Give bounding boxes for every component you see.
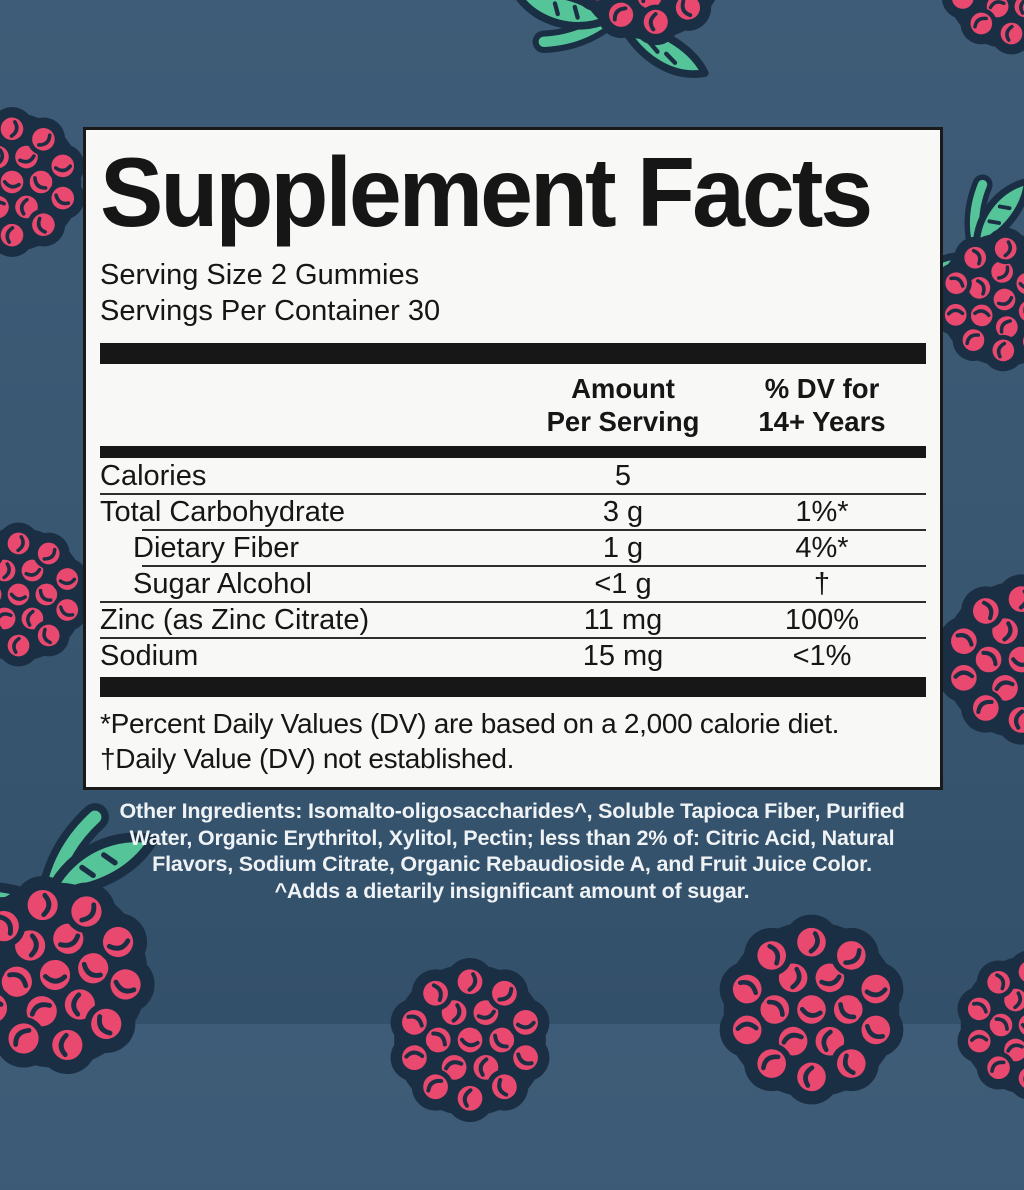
nutrient-name: Calories <box>100 459 207 492</box>
table-row-zinc: Zinc (as Zinc Citrate) 11 mg 100% <box>100 602 926 639</box>
raspberry-icon <box>880 0 1024 114</box>
table-row-total-carbohydrate: Total Carbohydrate 3 g 1%* <box>100 494 926 531</box>
raspberry-icon <box>320 890 620 1190</box>
serving-size: Serving Size 2 Gummies <box>100 259 420 291</box>
column-header-amount: Amount Per Serving <box>546 373 700 437</box>
nutrient-amount: 11 mg <box>583 603 663 636</box>
divider-bar-medium <box>100 446 926 458</box>
nutrient-dv: <1% <box>792 639 852 672</box>
nutrient-name: Sodium <box>100 639 199 672</box>
other-ingredients-text: Other Ingredients: Isomalto-oligosacchar… <box>0 798 1024 904</box>
nutrient-dv: 4%* <box>795 531 849 564</box>
column-header-dv: % DV for 14+ Years <box>758 373 886 437</box>
nutrient-amount: 5 <box>614 459 632 492</box>
table-header-row: Amount Per Serving % DV for 14+ Years <box>100 364 926 446</box>
divider-bar-thick-bottom <box>100 677 926 697</box>
panel-title: Supplement Facts <box>100 137 873 248</box>
footnote-dv-basis: *Percent Daily Values (DV) are based on … <box>100 708 840 739</box>
table-row-calories: Calories 5 <box>100 458 926 495</box>
nutrient-amount: 15 mg <box>582 639 664 672</box>
other-ingredients-line: Other Ingredients: Isomalto-oligosacchar… <box>119 799 905 823</box>
divider-bar-thick <box>100 343 926 364</box>
nutrient-name: Total Carbohydrate <box>100 495 346 528</box>
nutrient-name: Zinc (as Zinc Citrate) <box>100 603 370 636</box>
footnote-dv-not-established: †Daily Value (DV) not established. <box>100 743 515 774</box>
raspberry-icon <box>893 888 1024 1162</box>
other-ingredients-line: Water, Organic Erythritol, Xylitol, Pect… <box>129 825 895 850</box>
supplement-facts-panel: Supplement Facts Serving Size 2 Gummies … <box>83 127 943 790</box>
nutrient-name: Dietary Fiber <box>133 531 299 564</box>
table-row-dietary-fiber: Dietary Fiber 1 g 4%* <box>100 530 926 567</box>
nutrient-dv: 100% <box>784 603 860 636</box>
nutrient-amount: <1 g <box>594 567 652 600</box>
nutrient-dv: 1%* <box>795 495 849 528</box>
other-ingredients-line: ^Adds a dietarily insignificant amount o… <box>274 878 750 903</box>
servings-per-container: Servings Per Container 30 <box>100 295 441 327</box>
other-ingredients-line: Flavors, Sodium Citrate, Organic Rebaudi… <box>152 852 872 876</box>
label-background: { "panel": { "title": "Supplement Facts"… <box>0 0 1024 1024</box>
table-row-sodium: Sodium 15 mg <1% <box>100 638 926 674</box>
nutrient-dv: † <box>813 567 831 600</box>
nutrient-amount: 3 g <box>602 495 644 528</box>
table-row-sugar-alcohol: Sugar Alcohol <1 g † <box>100 566 926 603</box>
nutrient-amount: 1 g <box>602 531 644 564</box>
nutrient-name: Sugar Alcohol <box>133 567 312 600</box>
